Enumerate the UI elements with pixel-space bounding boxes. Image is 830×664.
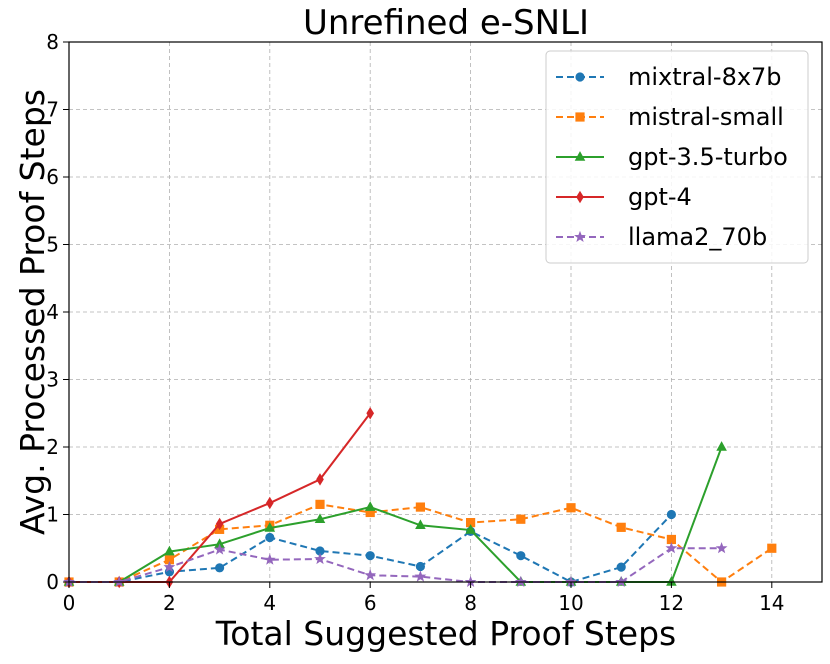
data-point: [516, 514, 526, 524]
data-point: [366, 407, 375, 420]
data-point: [364, 501, 376, 511]
legend-item: gpt-4: [556, 183, 692, 211]
series-llama2_70b: [63, 542, 728, 588]
series-line: [69, 412, 371, 583]
data-point: [516, 551, 526, 561]
legend-item: mistral-small: [556, 103, 784, 131]
x-tick-label: 4: [263, 591, 276, 615]
series-gpt-3.5-turbo: [63, 441, 727, 586]
y-tick-label: 5: [46, 233, 59, 257]
legend-label: gpt-4: [628, 183, 692, 211]
data-point: [315, 499, 325, 509]
legend-marker: [574, 151, 586, 161]
data-point: [163, 560, 176, 573]
x-tick-label: 8: [464, 591, 477, 615]
legend-item: llama2_70b: [556, 223, 767, 251]
y-axis-title: Avg. Processed Proof Steps: [13, 89, 52, 535]
x-tick-label: 14: [759, 591, 784, 615]
legend-label: llama2_70b: [628, 223, 767, 251]
x-tick-label: 10: [558, 591, 583, 615]
legend-marker: [574, 230, 586, 243]
x-tick-label: 0: [63, 591, 76, 615]
legend-marker: [575, 72, 585, 82]
data-point: [314, 552, 326, 565]
legend-label: mistral-small: [628, 103, 784, 131]
data-point: [767, 543, 777, 553]
legend: mixtral-8x7b mistral-small gpt-3.5-turbo gp…: [545, 50, 809, 264]
data-point: [314, 513, 326, 523]
data-point: [566, 503, 576, 513]
data-point: [265, 532, 275, 543]
y-tick-label: 0: [46, 570, 59, 594]
data-point: [415, 561, 425, 572]
x-tick-label: 12: [659, 591, 684, 615]
x-axis-title: Total Suggested Proof Steps: [215, 614, 676, 653]
y-tick-label: 2: [46, 435, 59, 459]
legend-marker: [575, 112, 585, 122]
grid-lines: [68, 41, 822, 583]
y-tick-label: 8: [46, 30, 59, 54]
legend-item: gpt-3.5-turbo: [556, 143, 788, 171]
data-point: [215, 563, 225, 573]
legend-marker: [576, 190, 584, 204]
data-point: [415, 502, 426, 512]
data-point: [364, 569, 377, 581]
y-tick-label: 3: [46, 368, 59, 392]
legend-item: mixtral-8x7b: [556, 63, 782, 91]
series-layer: [63, 407, 777, 589]
data-point: [263, 553, 276, 565]
data-point: [716, 441, 727, 451]
x-tick-label: 2: [163, 591, 176, 615]
data-point: [316, 473, 324, 486]
legend-box: [545, 50, 809, 264]
y-tick-label: 6: [46, 165, 59, 189]
y-tick-label: 1: [46, 503, 59, 527]
chart-title: Unrefined e-SNLI: [303, 3, 589, 43]
data-point: [164, 545, 175, 556]
data-point: [665, 542, 678, 554]
legend-label: gpt-3.5-turbo: [628, 143, 788, 171]
data-point: [213, 543, 226, 555]
data-point: [666, 509, 677, 520]
y-tick-label: 4: [46, 300, 59, 324]
y-tick-label: 7: [46, 98, 59, 122]
data-point: [365, 551, 375, 561]
x-tick-label: 6: [364, 591, 377, 615]
data-point: [265, 496, 274, 510]
data-point: [616, 562, 626, 572]
legend-label: mixtral-8x7b: [628, 63, 782, 91]
data-point: [616, 522, 626, 532]
data-point: [215, 517, 224, 531]
data-point: [415, 519, 426, 530]
data-point: [465, 524, 476, 534]
data-point: [715, 542, 728, 554]
data-point: [264, 522, 276, 532]
data-point: [414, 570, 427, 582]
